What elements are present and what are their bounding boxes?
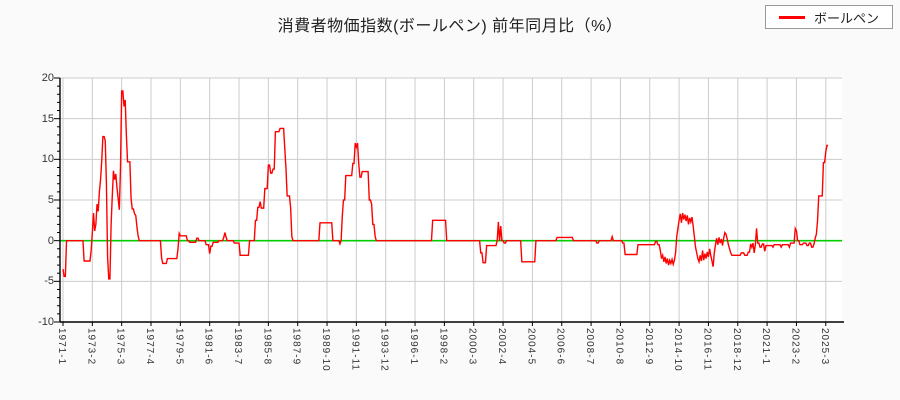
series-line-ballpoint-pen: [62, 90, 829, 280]
x-tick-label: 2004-5: [525, 328, 537, 366]
x-tick-label: 2018-12: [730, 328, 742, 372]
y-tick-label: 20: [41, 72, 54, 84]
y-tick-label: 10: [41, 153, 54, 166]
x-tick-label: 2008-7: [584, 328, 596, 366]
x-tick-label: 2000-3: [466, 328, 478, 366]
x-tick-label: 1989-10: [320, 328, 332, 372]
x-tick-label: 2012-9: [642, 328, 654, 366]
x-tick-label: 2010-8: [613, 328, 625, 366]
x-tick-label: 1985-8: [261, 328, 273, 366]
x-tick-label: 2021-1: [760, 328, 772, 366]
y-tick-label: 5: [47, 194, 54, 206]
x-tick-label: 1996-1: [408, 328, 420, 366]
y-tick-label: 15: [41, 112, 54, 125]
x-tick-label: 1987-9: [290, 328, 302, 366]
legend-line-swatch: [778, 15, 805, 19]
x-tick-label: 2014-10: [672, 328, 684, 372]
x-tick-label: 1971-1: [56, 328, 67, 366]
x-tick-label: 1981-6: [202, 328, 214, 366]
x-tick-label: 1975-3: [114, 328, 126, 366]
y-tick-label: 0: [47, 234, 54, 247]
x-tick-label: 1973-2: [85, 328, 97, 366]
x-tick-label: 1991-11: [349, 328, 361, 371]
x-tick-label: 2006-6: [554, 328, 566, 366]
x-tick-label: 1977-4: [144, 328, 155, 366]
y-tick-label: -10: [38, 316, 54, 328]
legend-series-label: ボールペン: [813, 10, 879, 26]
x-tick-label: 2025-3: [818, 328, 830, 366]
x-tick-label: 1979-5: [173, 328, 185, 366]
x-tick-label: 1983-7: [232, 328, 244, 366]
chart-title: 消費者物価指数(ボールペン) 前年同月比（%）: [277, 18, 623, 35]
x-tick-label: 1993-12: [378, 328, 390, 372]
x-tick-label: 1998-2: [437, 328, 449, 366]
x-tick-label: 2023-2: [789, 328, 801, 366]
legend: ボールペン: [764, 5, 893, 29]
y-tick-label: -5: [44, 275, 54, 288]
x-tick-label: 2002-4: [496, 328, 508, 366]
x-tick-label: 2016-11: [701, 328, 713, 371]
